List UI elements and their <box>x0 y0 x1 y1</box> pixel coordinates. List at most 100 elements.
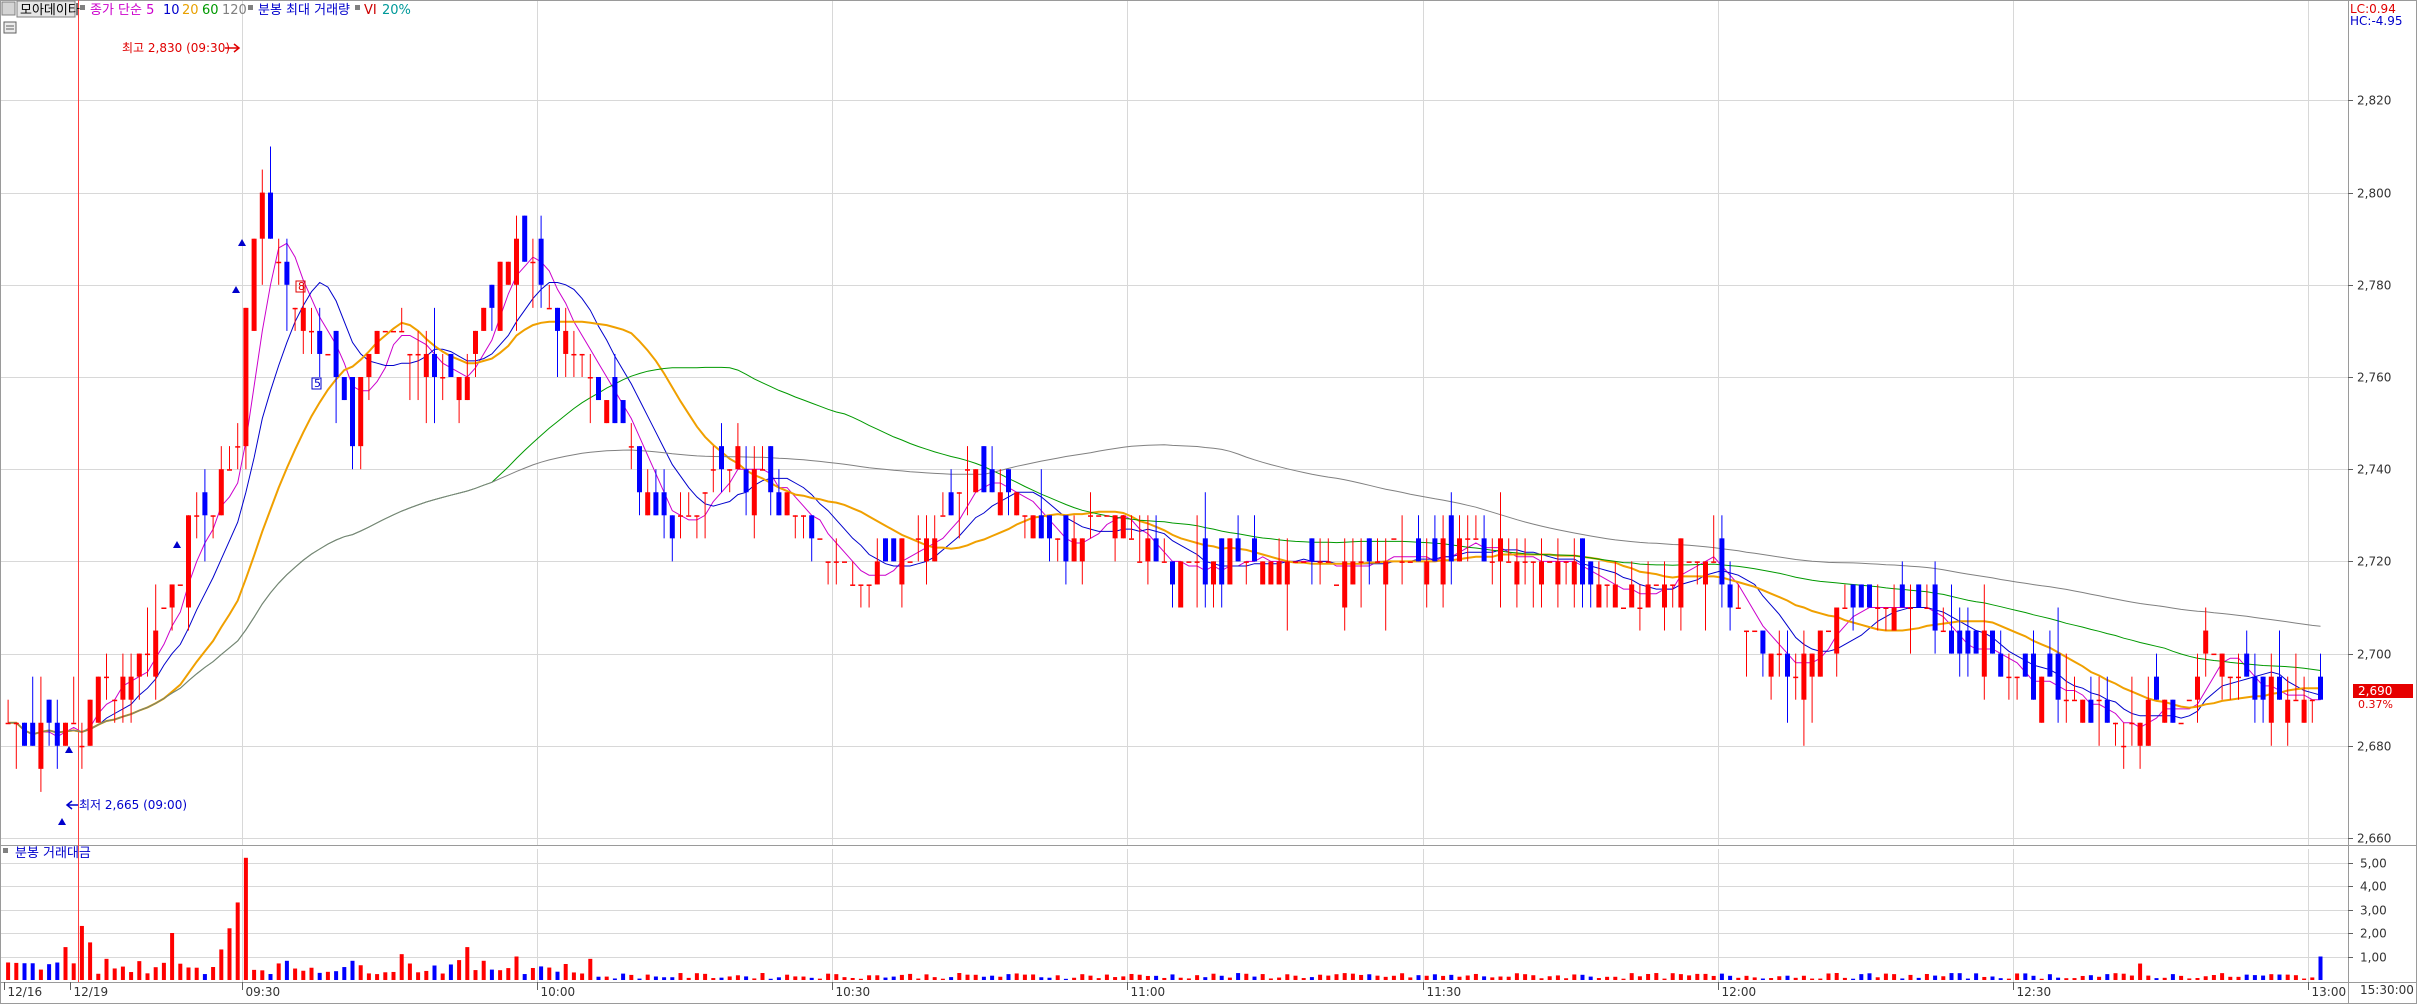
max-volume-legend[interactable]: 분봉 최대 거래량 <box>258 3 350 18</box>
candle-body[interactable] <box>2195 677 2200 700</box>
volume-bar[interactable] <box>605 977 609 980</box>
candle-body[interactable] <box>1473 538 1478 540</box>
candle-body[interactable] <box>2047 654 2052 677</box>
volume-bar[interactable] <box>1974 973 1978 980</box>
candle-body[interactable] <box>243 308 248 446</box>
volume-bar[interactable] <box>1400 973 1404 980</box>
volume-bar[interactable] <box>1285 974 1289 980</box>
volume-bar[interactable] <box>1695 974 1699 980</box>
candle-body[interactable] <box>1629 584 1634 607</box>
candle-body[interactable] <box>752 469 757 515</box>
candle-body[interactable] <box>1760 631 1765 654</box>
candle-body[interactable] <box>1539 561 1544 584</box>
candle-body[interactable] <box>1457 538 1462 561</box>
ma120-legend[interactable]: 120 <box>222 3 247 18</box>
candle-body[interactable] <box>1162 561 1167 563</box>
volume-bar[interactable] <box>1745 976 1749 980</box>
candle-body[interactable] <box>1301 561 1306 563</box>
volume-bar[interactable] <box>2032 976 2036 980</box>
volume-bar[interactable] <box>88 942 92 980</box>
volume-bar[interactable] <box>736 975 740 980</box>
volume-bar[interactable] <box>2204 976 2208 980</box>
volume-bar[interactable] <box>2007 979 2011 980</box>
volume-bar[interactable] <box>1195 975 1199 980</box>
volume-bar[interactable] <box>424 971 428 980</box>
candle-body[interactable] <box>1285 561 1290 584</box>
volume-bar[interactable] <box>1310 977 1314 980</box>
candle-body[interactable] <box>1252 538 1257 561</box>
volume-bar[interactable] <box>1015 973 1019 980</box>
candle-body[interactable] <box>858 584 863 586</box>
candle-body[interactable] <box>22 723 27 746</box>
volume-bar[interactable] <box>785 975 789 980</box>
volume-bar[interactable] <box>400 954 404 980</box>
candle-body[interactable] <box>1490 561 1495 563</box>
candle-body[interactable] <box>1096 515 1101 517</box>
candle-body[interactable] <box>1810 654 1815 677</box>
candle-body[interactable] <box>547 308 552 310</box>
candle-body[interactable] <box>940 515 945 517</box>
candle-body[interactable] <box>1121 515 1126 538</box>
candle-body[interactable] <box>498 262 503 331</box>
candle-body[interactable] <box>2252 677 2257 700</box>
candle-body[interactable] <box>670 515 675 538</box>
candle-body[interactable] <box>416 354 421 356</box>
candle-body[interactable] <box>1465 538 1470 540</box>
volume-bar[interactable] <box>1777 976 1781 980</box>
candle-body[interactable] <box>1621 608 1626 610</box>
candle-body[interactable] <box>1744 631 1749 633</box>
volume-bar[interactable] <box>1023 975 1027 980</box>
volume-bar[interactable] <box>2187 978 2191 980</box>
volume-bar[interactable] <box>105 959 109 980</box>
candle-body[interactable] <box>2113 723 2118 725</box>
candle-body[interactable] <box>1211 561 1216 584</box>
candle-body[interactable] <box>1186 561 1191 563</box>
volume-bar[interactable] <box>1876 977 1880 980</box>
candle-body[interactable] <box>2228 677 2233 679</box>
candle-body[interactable] <box>88 700 93 746</box>
candle-body[interactable] <box>1736 608 1741 610</box>
candle-body[interactable] <box>145 654 150 656</box>
volume-bar[interactable] <box>662 977 666 980</box>
candle-body[interactable] <box>1219 538 1224 584</box>
volume-bar[interactable] <box>1253 977 1257 980</box>
volume-bar[interactable] <box>752 978 756 980</box>
ma5-legend[interactable]: 종가 단순 5 <box>90 3 154 18</box>
candle-body[interactable] <box>1867 584 1872 607</box>
candle-body[interactable] <box>1531 561 1536 563</box>
candle-body[interactable] <box>2277 677 2282 700</box>
volume-bar[interactable] <box>1712 976 1716 980</box>
volume-bar[interactable] <box>392 972 396 980</box>
candle-body[interactable] <box>604 400 609 423</box>
candle-body[interactable] <box>1875 608 1880 610</box>
candle-body[interactable] <box>104 677 109 679</box>
volume-bar[interactable] <box>170 933 174 980</box>
candle-body[interactable] <box>186 515 191 607</box>
volume-bar[interactable] <box>506 968 510 980</box>
volume-bar[interactable] <box>129 972 133 980</box>
candle-body[interactable] <box>1851 584 1856 607</box>
volume-bar[interactable] <box>1958 973 1962 980</box>
candle-body[interactable] <box>432 354 437 377</box>
volume-bar[interactable] <box>621 974 625 980</box>
volume-bar[interactable] <box>1097 978 1101 980</box>
candle-body[interactable] <box>260 193 265 239</box>
volume-bar[interactable] <box>1909 975 1913 980</box>
candle-body[interactable] <box>481 308 486 331</box>
volume-bar[interactable] <box>14 963 18 980</box>
volume-bar[interactable] <box>2138 964 2142 980</box>
volume-bar[interactable] <box>1376 976 1380 980</box>
candle-body[interactable] <box>998 492 1003 515</box>
candle-body[interactable] <box>1055 538 1060 540</box>
candle-body[interactable] <box>1695 561 1700 563</box>
volume-bar[interactable] <box>1794 978 1798 980</box>
candle-body[interactable] <box>1719 538 1724 584</box>
candle-body[interactable] <box>1367 538 1372 561</box>
candle-body[interactable] <box>383 331 388 333</box>
candle-body[interactable] <box>1687 561 1692 563</box>
volume-bar[interactable] <box>744 976 748 980</box>
candle-body[interactable] <box>2170 700 2175 723</box>
candle-body[interactable] <box>407 354 412 356</box>
volume-bar[interactable] <box>1572 974 1576 980</box>
volume-bar[interactable] <box>638 979 642 980</box>
